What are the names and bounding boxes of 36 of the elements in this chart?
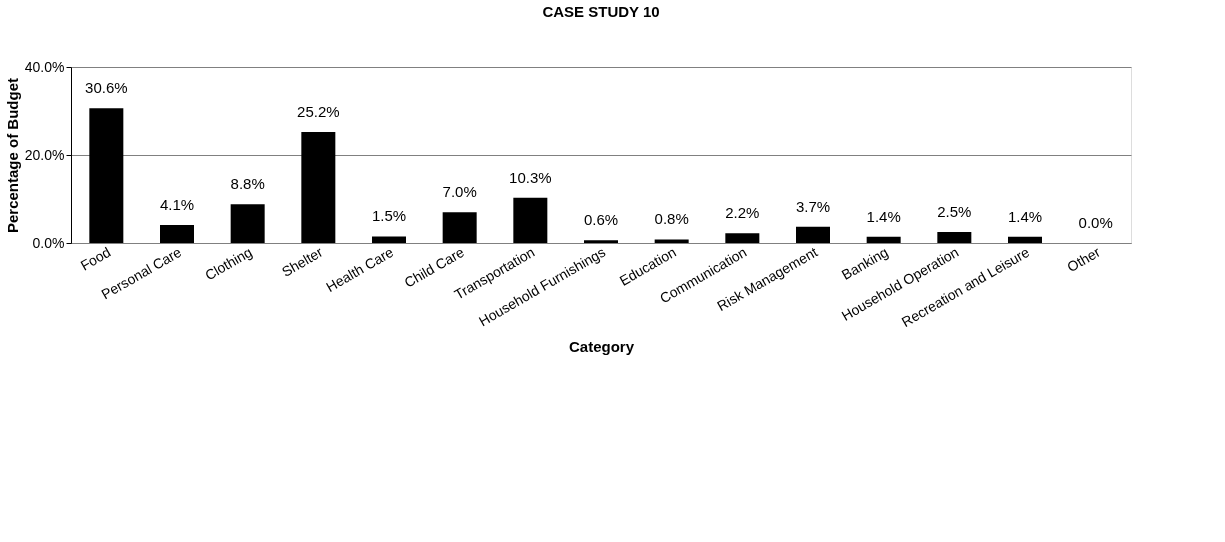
y-tick-label: 40.0% (24, 58, 65, 75)
bar (301, 132, 336, 243)
bar (584, 240, 618, 243)
data-label: 8.8% (230, 175, 265, 193)
bar (866, 236, 901, 243)
data-label: 7.0% (442, 183, 477, 201)
data-label: 10.3% (509, 168, 552, 186)
data-label: 3.7% (795, 197, 831, 215)
bar (160, 224, 194, 243)
bar (230, 204, 265, 243)
x-axis-title: Category (568, 338, 635, 355)
data-label: 1.5% (371, 207, 407, 225)
y-tick-label: 0.0% (32, 234, 65, 251)
y-axis-title: Percentage of Budget (3, 77, 21, 234)
bar (89, 108, 124, 243)
data-label: 4.1% (159, 195, 195, 213)
x-tick-label: Other (1064, 243, 1103, 276)
bar (442, 212, 477, 243)
data-label: 1.4% (866, 207, 901, 225)
data-label: 2.5% (937, 203, 972, 220)
bar (372, 236, 406, 243)
bar (1008, 236, 1042, 243)
data-label: 1.4% (1007, 207, 1043, 225)
bar (654, 239, 689, 243)
bar (796, 226, 830, 243)
chart-title: CASE STUDY 10 (542, 3, 660, 20)
bar (937, 232, 972, 243)
data-label: 0.6% (583, 211, 619, 229)
y-tick-label: 20.0% (24, 146, 65, 163)
data-label: 0.0% (1078, 214, 1113, 231)
data-label: 0.8% (654, 210, 689, 228)
bar (725, 233, 760, 243)
bar (513, 197, 548, 243)
data-label: 2.2% (725, 204, 760, 222)
data-label: 25.2% (297, 103, 340, 121)
data-label: 30.6% (85, 79, 128, 97)
